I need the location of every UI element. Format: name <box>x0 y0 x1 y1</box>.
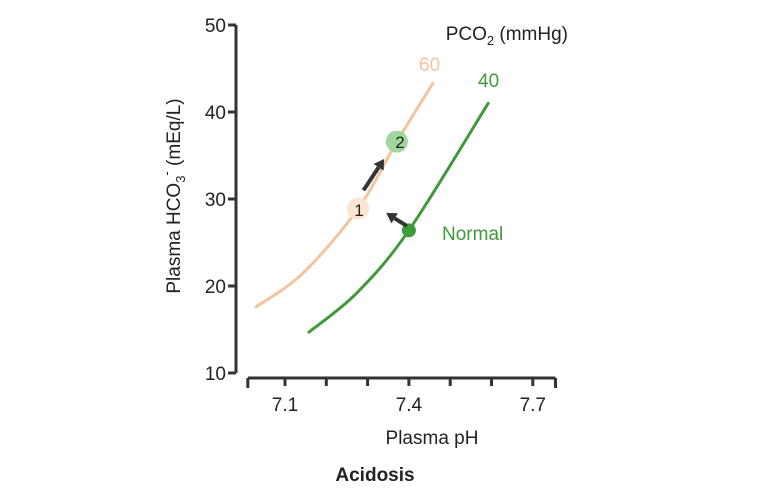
arrow-head <box>386 212 398 224</box>
series-line-40 <box>307 101 490 334</box>
x-tick-label: 7.4 <box>396 395 423 416</box>
legend-title: PCO2 (mmHg) <box>446 24 568 48</box>
caption: Acidosis <box>335 465 414 486</box>
arrow-shaft <box>361 166 381 192</box>
y-tick-label: 40 <box>205 103 226 124</box>
arrow-head <box>373 158 385 171</box>
x-axis-label: Plasma pH <box>386 428 479 449</box>
y-axis-label: Plasma HCO3- (mEq/L) <box>159 98 188 293</box>
y-tick-label: 30 <box>205 190 226 211</box>
series-label-60: 60 <box>419 55 440 76</box>
point-2 <box>385 130 408 153</box>
y-tick-label: 10 <box>205 364 226 385</box>
normal-label: Normal <box>442 224 503 245</box>
point-1-label: 1 <box>354 201 363 220</box>
y-tick-label: 50 <box>205 16 226 37</box>
point-2-label: 2 <box>395 133 404 152</box>
series-line-60 <box>254 81 435 309</box>
x-tick-label: 7.1 <box>272 395 298 416</box>
point-1 <box>347 197 370 220</box>
arrow-shaft <box>393 216 408 228</box>
x-tick-label: 7.7 <box>520 395 546 416</box>
y-tick-label: 20 <box>205 277 226 298</box>
series-label-40: 40 <box>478 71 499 92</box>
